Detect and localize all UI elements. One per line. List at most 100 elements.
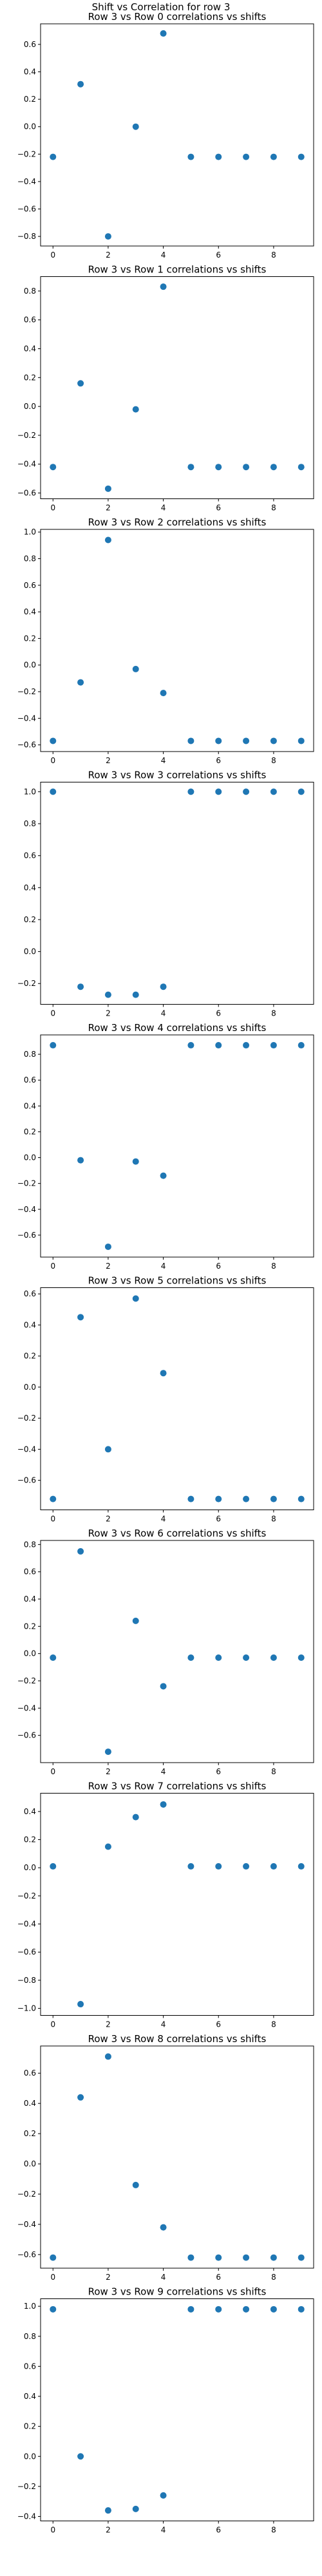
x-tick-label: 2 bbox=[106, 1009, 111, 1018]
data-point bbox=[50, 1042, 57, 1049]
y-tick-label: −0.4 bbox=[17, 2220, 36, 2229]
y-tick-label: 0.0 bbox=[24, 2452, 36, 2461]
y-tick-label: −0.4 bbox=[17, 1444, 36, 1454]
panel-title: Row 3 vs Row 1 correlations vs shifts bbox=[88, 264, 267, 276]
y-tick-label: −0.2 bbox=[17, 1179, 36, 1188]
data-point bbox=[132, 406, 139, 413]
data-point bbox=[77, 1548, 84, 1555]
y-tick-label: −0.4 bbox=[17, 714, 36, 723]
y-tick-label: 0.4 bbox=[24, 1320, 36, 1329]
data-point bbox=[50, 1863, 57, 1870]
data-point bbox=[215, 1495, 222, 1502]
data-point bbox=[298, 2306, 305, 2313]
y-tick-label: 0.2 bbox=[24, 2129, 36, 2138]
data-point bbox=[104, 991, 111, 998]
y-tick-label: 0.0 bbox=[24, 661, 36, 670]
data-point bbox=[215, 1654, 222, 1662]
x-tick-label: 8 bbox=[271, 2526, 276, 2535]
y-tick-label: 0.0 bbox=[24, 1863, 36, 1872]
y-tick-label: 0.2 bbox=[24, 1352, 36, 1361]
data-point bbox=[132, 991, 139, 998]
data-point bbox=[77, 679, 84, 686]
data-point bbox=[160, 983, 167, 990]
data-point bbox=[270, 1654, 277, 1662]
x-tick-label: 0 bbox=[50, 1515, 55, 1524]
data-point bbox=[77, 983, 84, 990]
data-point bbox=[104, 536, 111, 544]
y-tick-label: −1.0 bbox=[17, 2004, 36, 2013]
y-tick-label: 0.8 bbox=[24, 287, 36, 296]
axes-frame bbox=[40, 1034, 314, 1258]
x-tick-label: 2 bbox=[106, 1262, 111, 1271]
x-tick-label: 8 bbox=[271, 1262, 276, 1271]
y-tick-label: 0.8 bbox=[24, 554, 36, 563]
y-tick-label: 0.6 bbox=[24, 316, 36, 325]
y-tick-label: 0.4 bbox=[24, 68, 36, 77]
y-tick-label: 0.6 bbox=[24, 1567, 36, 1577]
y-tick-label: −0.4 bbox=[17, 460, 36, 469]
x-tick-label: 8 bbox=[271, 1767, 276, 1776]
x-tick-label: 8 bbox=[271, 1515, 276, 1524]
y-tick-label: 0.8 bbox=[24, 1050, 36, 1059]
data-point bbox=[160, 2224, 167, 2231]
y-tick-label: −0.2 bbox=[17, 979, 36, 988]
panel-title: Row 3 vs Row 7 correlations vs shifts bbox=[88, 1781, 267, 1792]
y-tick-label: 0.4 bbox=[24, 1101, 36, 1110]
x-tick-label: 8 bbox=[271, 504, 276, 513]
data-point bbox=[50, 737, 57, 744]
axes-frame bbox=[40, 1793, 314, 2016]
axes-frame bbox=[40, 529, 314, 752]
y-tick-label: −0.6 bbox=[17, 741, 36, 750]
data-point bbox=[187, 788, 194, 795]
panel-title: Row 3 vs Row 3 correlations vs shifts bbox=[88, 770, 267, 781]
x-tick-label: 2 bbox=[106, 756, 111, 765]
data-point bbox=[243, 464, 250, 471]
x-tick-label: 0 bbox=[50, 1767, 55, 1776]
axes-frame bbox=[40, 276, 314, 499]
x-tick-label: 0 bbox=[50, 1009, 55, 1018]
data-point bbox=[243, 153, 250, 160]
y-tick-label: −0.6 bbox=[17, 2250, 36, 2259]
data-point bbox=[270, 2306, 277, 2313]
x-tick-label: 4 bbox=[161, 1009, 166, 1018]
data-point bbox=[298, 464, 305, 471]
y-tick-label: 0.6 bbox=[24, 851, 36, 860]
y-tick-label: 0.2 bbox=[24, 95, 36, 104]
data-point bbox=[270, 2254, 277, 2261]
data-point bbox=[50, 2254, 57, 2261]
data-point bbox=[298, 153, 305, 160]
data-point bbox=[243, 1042, 250, 1049]
data-point bbox=[132, 2181, 139, 2188]
data-point bbox=[270, 1863, 277, 1870]
data-point bbox=[187, 1495, 194, 1502]
data-point bbox=[160, 1683, 167, 1690]
x-tick-label: 4 bbox=[161, 1767, 166, 1776]
data-point bbox=[270, 1042, 277, 1049]
data-point bbox=[187, 737, 194, 744]
y-tick-label: −0.2 bbox=[17, 431, 36, 440]
y-tick-label: −0.6 bbox=[17, 1231, 36, 1240]
data-point bbox=[132, 1814, 139, 1821]
data-point bbox=[160, 30, 167, 37]
data-point bbox=[215, 1042, 222, 1049]
y-tick-label: 0.2 bbox=[24, 915, 36, 924]
x-tick-label: 6 bbox=[216, 756, 221, 765]
x-tick-label: 0 bbox=[50, 251, 55, 260]
y-tick-label: −0.2 bbox=[17, 2482, 36, 2491]
x-tick-label: 6 bbox=[216, 1262, 221, 1271]
data-point bbox=[215, 464, 222, 471]
data-point bbox=[270, 737, 277, 744]
panel-title: Row 3 vs Row 6 correlations vs shifts bbox=[88, 1528, 267, 1539]
data-point bbox=[77, 2094, 84, 2101]
x-tick-label: 2 bbox=[106, 1515, 111, 1524]
x-tick-label: 6 bbox=[216, 2020, 221, 2029]
data-point bbox=[298, 2254, 305, 2261]
data-point bbox=[298, 1495, 305, 1502]
y-tick-label: 0.2 bbox=[24, 1835, 36, 1844]
y-tick-label: 0.4 bbox=[24, 1595, 36, 1604]
y-tick-label: −0.2 bbox=[17, 1891, 36, 1900]
y-tick-label: 0.4 bbox=[24, 2099, 36, 2108]
y-tick-label: 0.0 bbox=[24, 402, 36, 411]
figure-title: Shift vs Correlation for row 3 bbox=[91, 1, 231, 13]
data-point bbox=[298, 788, 305, 795]
